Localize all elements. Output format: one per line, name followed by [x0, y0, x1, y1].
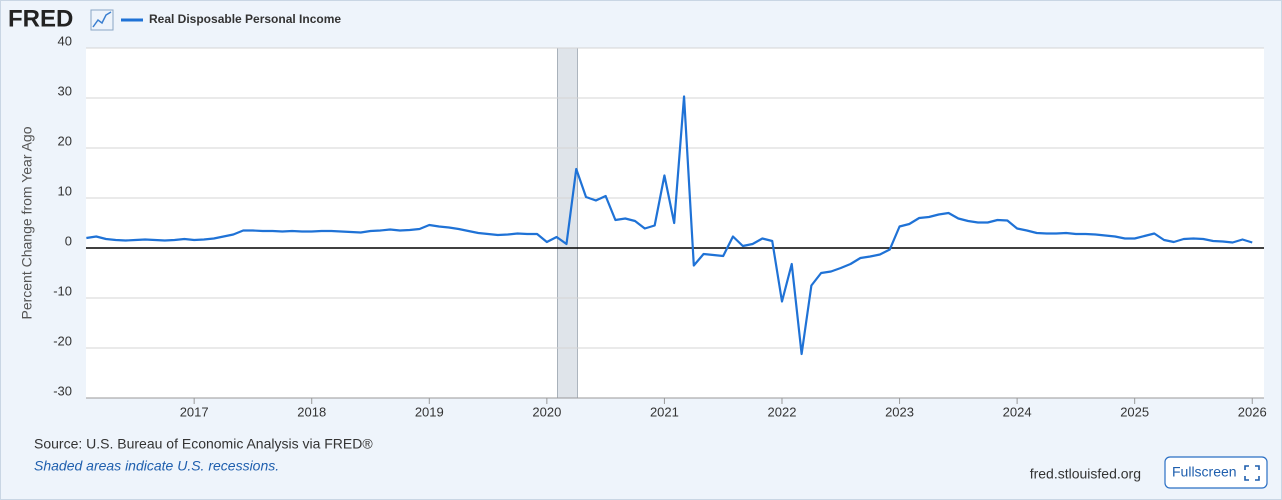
logo: FRED — [8, 5, 73, 32]
recession-note: Shaded areas indicate U.S. recessions. — [34, 458, 279, 474]
x-tick-label: 2018 — [297, 404, 326, 419]
y-tick-label: -20 — [53, 333, 72, 348]
x-tick-label: 2019 — [415, 404, 444, 419]
fullscreen-button[interactable]: Fullscreen — [1164, 456, 1268, 489]
y-tick-label: 20 — [58, 133, 72, 148]
source: Source: U.S. Bureau of Economic Analysis… — [34, 436, 373, 452]
y-tick-label: -30 — [53, 383, 72, 398]
y-tick-label: 30 — [58, 83, 72, 98]
recession-band — [557, 47, 578, 399]
x-tick-label: 2022 — [768, 404, 797, 419]
y-tick-label: 10 — [58, 183, 72, 198]
fullscreen-label[interactable]: Fullscreen — [1172, 464, 1237, 480]
y-tick-label: 40 — [58, 33, 72, 48]
y-axis-title: Percent Change from Year Ago — [19, 126, 35, 319]
y-tick-label: 0 — [65, 233, 72, 248]
x-tick-label: 2024 — [1003, 404, 1032, 419]
x-tick-label: 2017 — [180, 404, 209, 419]
x-tick-label: 2021 — [650, 404, 679, 419]
site-link[interactable]: fred.stlouisfed.org — [1030, 466, 1141, 482]
x-tick-label: 2020 — [532, 404, 561, 419]
x-tick-label: 2025 — [1120, 404, 1149, 419]
logo-icon — [90, 9, 114, 31]
legend-label: Real Disposable Personal Income — [149, 12, 341, 26]
data-line — [86, 95, 1253, 356]
x-tick-label: 2023 — [885, 404, 914, 419]
y-tick-label: -10 — [53, 283, 72, 298]
x-tick-label: 2026 — [1238, 404, 1267, 419]
